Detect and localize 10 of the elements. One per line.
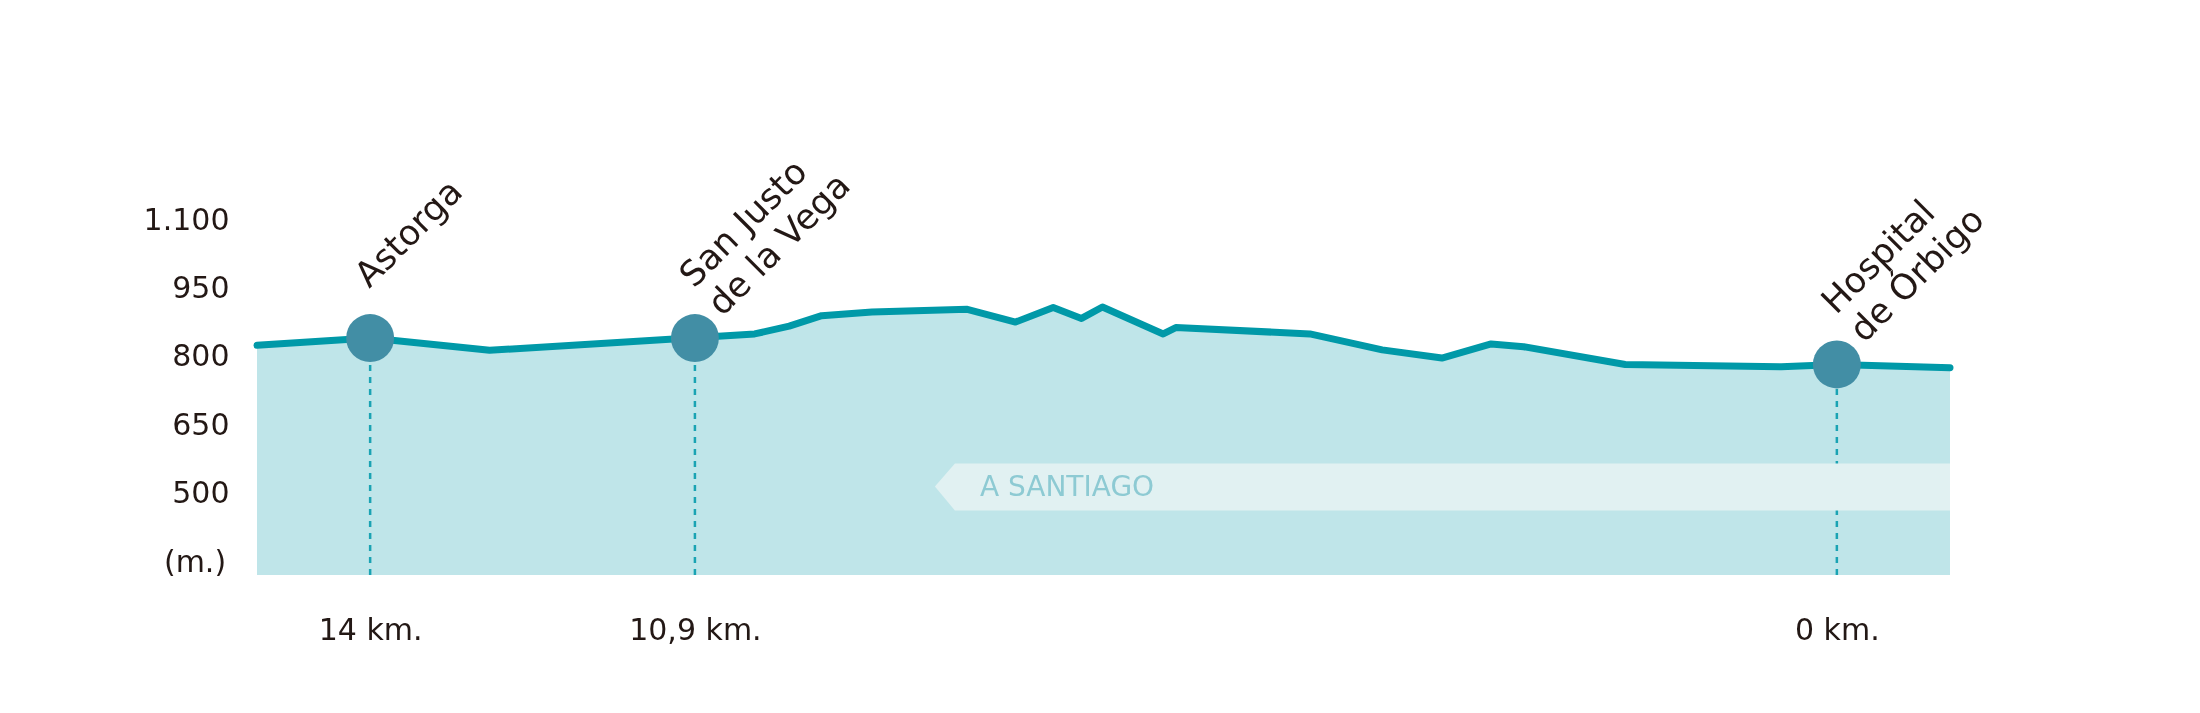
- y-tick-label: 950: [172, 269, 230, 305]
- x-tick-label: 14 km.: [318, 611, 423, 647]
- annotation: A SANTIAGO: [979, 470, 1155, 503]
- x-tick-label: 0 km.: [1794, 611, 1880, 647]
- y-tick-label: 800: [172, 338, 230, 374]
- y-tick-label: 1.100: [143, 201, 230, 237]
- y-tick-label: 650: [172, 406, 230, 442]
- y-axis-title: (m.): [163, 544, 227, 579]
- x-tick-label: 10,9 km.: [629, 611, 762, 647]
- y-tick-label: 500: [172, 474, 230, 510]
